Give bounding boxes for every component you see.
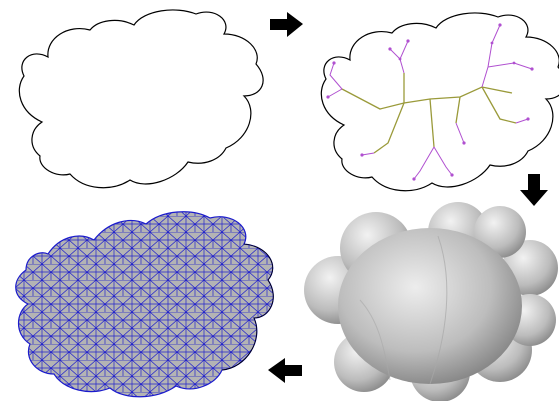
skeleton-branches [327,24,533,180]
arrow-left-icon [268,358,302,383]
triangle-mesh-panel [15,211,274,398]
skeleton-nodes [326,23,534,181]
outline-panel [18,9,264,189]
skeleton-main-axis [341,73,517,154]
arrow-right-icon [270,12,303,37]
skeleton-panel [320,12,559,192]
inflated-shape-panel [304,202,558,401]
arrow-down-icon [520,174,548,206]
